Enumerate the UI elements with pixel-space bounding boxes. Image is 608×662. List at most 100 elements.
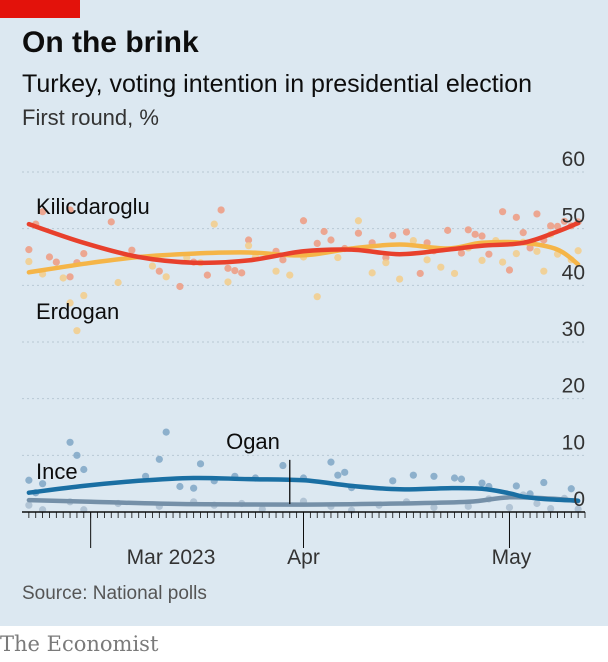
poll-dot-ince: [457, 475, 466, 483]
poll-dot-erdogan: [499, 258, 507, 266]
series-label-ogan: Ogan: [226, 429, 280, 454]
chart-subtitle: Turkey, voting intention in presidential…: [22, 70, 533, 98]
poll-dot-kilicdaroglu: [313, 239, 321, 247]
y-tick-label-60: 60: [562, 150, 585, 171]
poll-dot-erdogan: [540, 267, 548, 275]
poll-dot-kilicdaroglu: [519, 229, 527, 237]
poll-dot-kilicdaroglu: [217, 206, 225, 214]
poll-dot-erdogan: [162, 273, 170, 281]
poll-dot-kilicdaroglu: [80, 250, 88, 258]
poll-dot-erdogan: [334, 253, 342, 262]
poll-dot-erdogan: [437, 263, 445, 271]
poll-dot-erdogan: [244, 242, 253, 250]
poll-dot-kilicdaroglu: [176, 282, 184, 291]
poll-dot-kilicdaroglu: [402, 228, 411, 236]
brand-tag: [0, 0, 80, 18]
poll-dot-ince: [341, 468, 349, 476]
poll-dot-ince: [196, 460, 205, 468]
poll-dot-kilicdaroglu: [203, 271, 211, 279]
poll-dot-ince: [38, 480, 47, 488]
trend-line-ince: [26, 475, 581, 503]
poll-dot-kilicdaroglu: [512, 213, 520, 221]
poll-dot-kilicdaroglu: [464, 226, 472, 234]
poll-dot-erdogan: [382, 259, 390, 267]
poll-dot-ince: [80, 465, 88, 474]
poll-dot-kilicdaroglu: [526, 244, 534, 252]
poll-dot-kilicdaroglu: [38, 208, 47, 216]
poll-dot-kilicdaroglu: [471, 230, 479, 238]
poll-dot-erdogan: [512, 250, 520, 258]
poll-dot-erdogan: [478, 256, 486, 264]
poll-dot-erdogan: [423, 256, 431, 264]
poll-dot-erdogan: [450, 269, 459, 278]
poll-dot-erdogan: [354, 217, 363, 225]
poll-dot-erdogan: [73, 327, 81, 335]
y-tick-label-50: 50: [562, 205, 585, 228]
poll-dot-kilicdaroglu: [444, 226, 452, 234]
chart-unit: First round, %: [22, 105, 159, 130]
poll-dot-erdogan: [148, 262, 157, 270]
poll-dot-kilicdaroglu: [354, 229, 363, 237]
poll-dot-kilicdaroglu: [389, 231, 397, 240]
poll-dot-kilicdaroglu: [52, 258, 60, 266]
poll-dot-kilicdaroglu: [244, 236, 253, 244]
poll-dot-kilicdaroglu: [327, 236, 335, 244]
poll-dot-ince: [66, 438, 74, 446]
poll-dot-erdogan: [80, 291, 88, 300]
poll-dot-erdogan: [66, 299, 74, 307]
x-tick-label: Mar 2023: [127, 546, 216, 569]
poll-dot-kilicdaroglu: [25, 246, 33, 254]
poll-dot-ince: [176, 482, 184, 491]
poll-dot-ince: [327, 458, 335, 466]
poll-dot-ince: [389, 477, 397, 485]
poll-dot-ince: [155, 455, 163, 463]
poll-dot-ince: [334, 471, 342, 479]
y-tick-label-0: 0: [573, 488, 585, 511]
poll-dot-kilicdaroglu: [128, 246, 136, 254]
poll-dot-kilicdaroglu: [533, 210, 541, 218]
series-label-kilicdaroglu: Kilicdaroglu: [36, 194, 150, 219]
poll-dot-ogan: [505, 503, 514, 512]
poll-dot-kilicdaroglu: [553, 222, 562, 230]
y-tick-label-10: 10: [562, 431, 585, 454]
poll-dot-erdogan: [313, 293, 321, 301]
poll-dot-erdogan: [59, 274, 67, 282]
poll-dot-erdogan: [368, 269, 376, 277]
poll-dot-ince: [567, 485, 575, 493]
poll-dot-erdogan: [114, 278, 122, 287]
poll-dot-erdogan: [409, 236, 417, 245]
poll-dot-ogan: [547, 505, 555, 513]
poll-dot-erdogan: [272, 267, 280, 275]
poll-dot-ogan: [464, 502, 472, 510]
poll-dot-ince: [409, 471, 417, 479]
poll-dot-kilicdaroglu: [66, 206, 74, 214]
trend-line-kilicdaroglu: [26, 220, 581, 266]
poll-dot-kilicdaroglu: [382, 253, 390, 262]
poll-dot-ince: [512, 482, 520, 490]
poll-dot-erdogan: [224, 278, 232, 286]
poll-dot-kilicdaroglu: [560, 217, 569, 225]
poll-dot-ince: [540, 478, 548, 487]
poll-dot-ogan: [430, 503, 438, 512]
poll-dot-kilicdaroglu: [299, 217, 308, 225]
poll-dot-ince: [25, 476, 33, 484]
poll-dot-ince: [162, 428, 170, 436]
economist-logo: The Economist: [0, 632, 159, 656]
poll-dot-ince: [279, 461, 287, 470]
y-tick-label-30: 30: [562, 318, 585, 341]
poll-dot-ince: [430, 472, 438, 480]
poll-dot-erdogan: [574, 247, 582, 255]
poll-dot-erdogan: [396, 275, 404, 283]
poll-dot-erdogan: [533, 247, 541, 255]
poll-dot-ogan: [25, 501, 33, 509]
poll-dot-kilicdaroglu: [45, 253, 54, 261]
poll-dot-kilicdaroglu: [224, 264, 232, 272]
poll-dot-kilicdaroglu: [320, 227, 328, 236]
poll-dot-kilicdaroglu: [238, 269, 246, 277]
poll-dot-kilicdaroglu: [485, 250, 493, 258]
poll-dot-kilicdaroglu: [505, 266, 514, 274]
poll-dot-kilicdaroglu: [231, 267, 239, 275]
poll-chart: 0 10 20 30 40 50 60 Mar 2023 Apr May Kilicdaroglu…: [22, 150, 586, 569]
poll-dot-ogan: [258, 505, 266, 513]
poll-dot-erdogan: [286, 271, 294, 279]
